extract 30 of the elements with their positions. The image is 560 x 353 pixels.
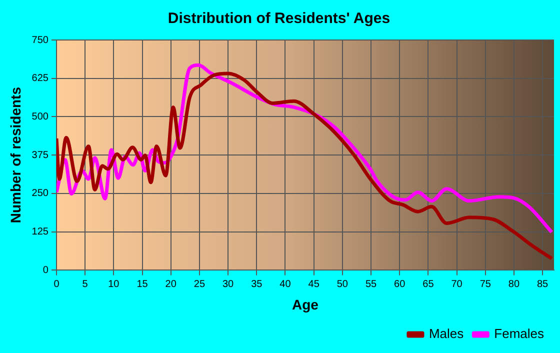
x-tick-label: 70 xyxy=(451,278,463,290)
legend-label: Females xyxy=(494,326,544,342)
x-tick-label: 15 xyxy=(136,278,148,290)
x-tick-label: 80 xyxy=(508,278,520,290)
x-tick-label: 45 xyxy=(308,278,320,290)
x-tick-label: 40 xyxy=(280,278,292,290)
y-tick-label: 125 xyxy=(32,226,49,238)
y-axis-title: Number of residents xyxy=(7,86,24,224)
y-tick-label: 250 xyxy=(32,188,49,200)
x-tick-label: 65 xyxy=(422,278,434,290)
x-tick-label: 5 xyxy=(82,278,88,290)
x-tick-label: 20 xyxy=(165,278,177,290)
x-tick-label: 10 xyxy=(108,278,120,290)
x-tick-label: 30 xyxy=(222,278,234,290)
x-tick-label: 55 xyxy=(365,278,378,290)
y-tick-label: 0 xyxy=(42,264,49,276)
x-tick-label: 35 xyxy=(251,278,263,290)
y-tick-label: 375 xyxy=(32,150,49,161)
y-tick-label: 750 xyxy=(32,34,49,46)
x-tick-label: 50 xyxy=(336,278,348,290)
y-tick-label: 500 xyxy=(32,111,49,122)
x-tick-label: 75 xyxy=(480,278,492,290)
legend-label: Males xyxy=(428,326,464,342)
chart-title: Distribution of Residents' Ages xyxy=(168,10,390,28)
y-tick-label: 625 xyxy=(32,73,49,84)
x-tick-label: 60 xyxy=(394,278,406,290)
x-axis-title: Age xyxy=(292,296,319,312)
x-tick-label: 0 xyxy=(54,278,60,290)
x-tick-label: 85 xyxy=(537,278,549,290)
x-tick-label: 25 xyxy=(194,278,206,290)
